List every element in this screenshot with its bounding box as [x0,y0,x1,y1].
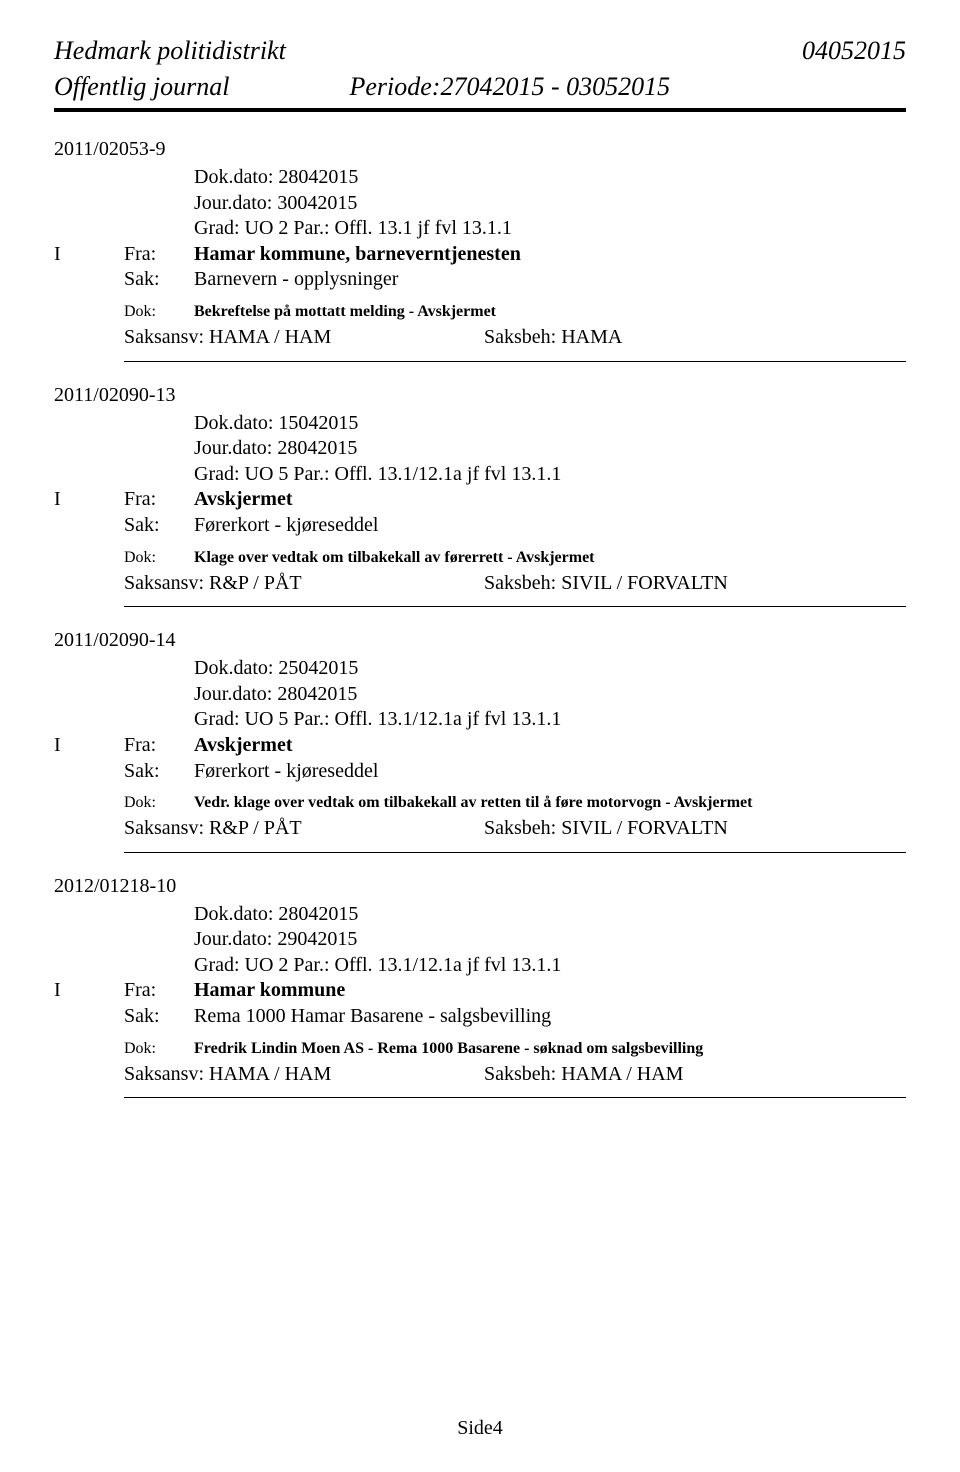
fra-label: Fra: [124,733,194,759]
dok-value: Klage over vedtak om tilbakekall av føre… [194,549,595,567]
saksbeh: Saksbeh: HAMA / HAM [484,1062,683,1088]
direction-indicator: I [54,733,124,759]
grad-line: Grad: UO 5 Par.: Offl. 13.1/12.1a jf fvl… [194,707,906,733]
dok-dato: Dok.dato: 28042015 [194,165,906,191]
dok-label: Dok: [124,303,194,321]
dok-value: Fredrik Lindin Moen AS - Rema 1000 Basar… [194,1040,703,1058]
saksansv: Saksansv: HAMA / HAM [124,1062,484,1088]
dok-label: Dok: [124,1040,194,1058]
fra-value: Hamar kommune, barneverntjenesten [194,242,521,268]
dok-value: Vedr. klage over vedtak om tilbakekall a… [194,794,752,812]
dok-dato: Dok.dato: 25042015 [194,656,906,682]
fra-label: Fra: [124,487,194,513]
journal-entry: 2011/02090-14 Dok.dato: 25042015 Jour.da… [54,629,906,853]
header-period: Periode:27042015 - 03052015 [350,72,671,102]
saksbeh: Saksbeh: SIVIL / FORVALTN [484,816,728,842]
case-number: 2011/02053-9 [54,138,906,161]
case-number: 2011/02090-14 [54,629,906,652]
entry-rule [124,1097,906,1098]
dok-dato: Dok.dato: 15042015 [194,411,906,437]
fra-value: Avskjermet [194,487,292,513]
fra-label: Fra: [124,978,194,1004]
saksansv: Saksansv: R&P / PÅT [124,816,484,842]
case-number: 2012/01218-10 [54,875,906,898]
sak-label: Sak: [124,513,194,539]
dok-label: Dok: [124,794,194,812]
entry-rule [124,361,906,362]
jour-dato: Jour.dato: 28042015 [194,682,906,708]
header-district: Hedmark politidistrikt [54,36,286,66]
grad-line: Grad: UO 2 Par.: Offl. 13.1 jf fvl 13.1.… [194,216,906,242]
grad-line: Grad: UO 5 Par.: Offl. 13.1/12.1a jf fvl… [194,462,906,488]
direction-indicator: I [54,242,124,268]
case-number: 2011/02090-13 [54,384,906,407]
sak-value: Barnevern - opplysninger [194,267,398,293]
jour-dato: Jour.dato: 29042015 [194,927,906,953]
header-journal: Offentlig journal [54,72,230,102]
sak-value: Rema 1000 Hamar Basarene - salgsbevillin… [194,1004,551,1030]
sak-label: Sak: [124,267,194,293]
saksansv: Saksansv: R&P / PÅT [124,571,484,597]
jour-dato: Jour.dato: 30042015 [194,191,906,217]
saksansv: Saksansv: HAMA / HAM [124,325,484,351]
journal-entry: 2011/02053-9 Dok.dato: 28042015 Jour.dat… [54,138,906,362]
sak-label: Sak: [124,759,194,785]
fra-value: Avskjermet [194,733,292,759]
page-footer: Side4 [0,1417,960,1440]
saksbeh: Saksbeh: HAMA [484,325,622,351]
dok-value: Bekreftelse på mottatt melding - Avskjer… [194,303,496,321]
sak-value: Førerkort - kjøreseddel [194,513,378,539]
header-date: 04052015 [802,36,906,66]
grad-line: Grad: UO 2 Par.: Offl. 13.1/12.1a jf fvl… [194,953,906,979]
dok-dato: Dok.dato: 28042015 [194,902,906,928]
entry-rule [124,606,906,607]
fra-label: Fra: [124,242,194,268]
fra-value: Hamar kommune [194,978,345,1004]
entry-rule [124,852,906,853]
direction-indicator: I [54,978,124,1004]
journal-entry: 2011/02090-13 Dok.dato: 15042015 Jour.da… [54,384,906,608]
sak-value: Førerkort - kjøreseddel [194,759,378,785]
dok-label: Dok: [124,549,194,567]
direction-indicator: I [54,487,124,513]
header-rule [54,108,906,112]
sak-label: Sak: [124,1004,194,1030]
jour-dato: Jour.dato: 28042015 [194,436,906,462]
journal-entry: 2012/01218-10 Dok.dato: 28042015 Jour.da… [54,875,906,1099]
saksbeh: Saksbeh: SIVIL / FORVALTN [484,571,728,597]
